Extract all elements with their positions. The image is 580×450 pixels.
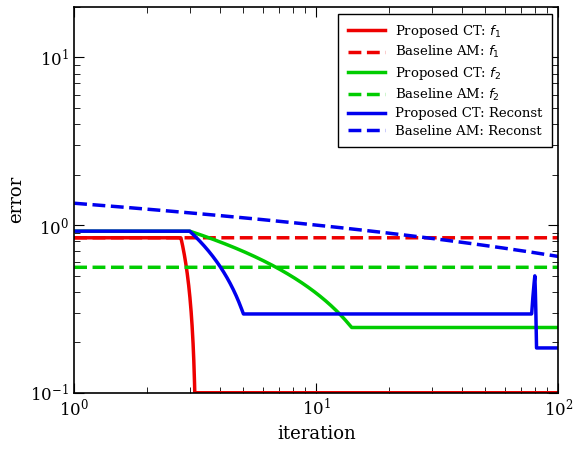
Proposed CT: $f_1$: (3.16, 0.1): $f_1$: (3.16, 0.1) [191,390,198,396]
Proposed CT: Reconst: (81.3, 0.185): Reconst: (81.3, 0.185) [533,345,540,351]
Line: Proposed CT: $f_2$: Proposed CT: $f_2$ [74,231,559,328]
Proposed CT: $f_1$: (1, 0.84): $f_1$: (1, 0.84) [71,235,78,240]
Proposed CT: $f_1$: (1.26, 0.84): $f_1$: (1.26, 0.84) [95,235,102,240]
Baseline AM: $f_1$: (9.39, 0.84): $f_1$: (9.39, 0.84) [306,235,313,240]
Baseline AM: $f_1$: (87.5, 0.84): $f_1$: (87.5, 0.84) [541,235,548,240]
Line: Proposed CT: Reconst: Proposed CT: Reconst [74,231,559,348]
Line: Baseline AM: Reconst: Baseline AM: Reconst [74,203,559,256]
Baseline AM: $f_2$: (9.39, 0.56): $f_2$: (9.39, 0.56) [306,265,313,270]
Proposed CT: $f_2$: (87.7, 0.245): $f_2$: (87.7, 0.245) [541,325,548,330]
Baseline AM: Reconst: (1, 1.35): Reconst: (1, 1.35) [71,201,78,206]
Baseline AM: $f_2$: (87.3, 0.56): $f_2$: (87.3, 0.56) [541,265,548,270]
Proposed CT: Reconst: (100, 0.185): Reconst: (100, 0.185) [555,345,562,351]
Baseline AM: Reconst: (100, 0.65): Reconst: (100, 0.65) [555,254,562,259]
Baseline AM: $f_1$: (100, 0.84): $f_1$: (100, 0.84) [555,235,562,240]
Proposed CT: $f_1$: (87.7, 0.1): $f_1$: (87.7, 0.1) [541,390,548,396]
Baseline AM: Reconst: (9.39, 1.01): Reconst: (9.39, 1.01) [306,222,313,227]
Proposed CT: $f_2$: (87.5, 0.245): $f_2$: (87.5, 0.245) [541,325,548,330]
Proposed CT: Reconst: (9.39, 0.295): Reconst: (9.39, 0.295) [306,311,313,317]
X-axis label: iteration: iteration [277,425,356,443]
Baseline AM: $f_1$: (87.3, 0.84): $f_1$: (87.3, 0.84) [541,235,548,240]
Baseline AM: $f_2$: (37.6, 0.56): $f_2$: (37.6, 0.56) [452,265,459,270]
Proposed CT: $f_2$: (37.7, 0.245): $f_2$: (37.7, 0.245) [452,325,459,330]
Proposed CT: Reconst: (1.26, 0.92): Reconst: (1.26, 0.92) [95,229,102,234]
Baseline AM: $f_1$: (1.26, 0.84): $f_1$: (1.26, 0.84) [95,235,102,240]
Baseline AM: Reconst: (87.5, 0.67): Reconst: (87.5, 0.67) [541,252,548,257]
Proposed CT: Reconst: (87.7, 0.185): Reconst: (87.7, 0.185) [541,345,548,351]
Y-axis label: error: error [7,176,25,224]
Baseline AM: Reconst: (8.31, 1.03): Reconst: (8.31, 1.03) [293,220,300,226]
Legend: Proposed CT: $f_1$, Baseline AM: $f_1$, Proposed CT: $f_2$, Baseline AM: $f_2$, : Proposed CT: $f_1$, Baseline AM: $f_1$, … [338,14,552,147]
Proposed CT: $f_2$: (8.31, 0.474): $f_2$: (8.31, 0.474) [293,277,300,282]
Baseline AM: $f_2$: (87.5, 0.56): $f_2$: (87.5, 0.56) [541,265,548,270]
Proposed CT: $f_1$: (9.41, 0.1): $f_1$: (9.41, 0.1) [306,390,313,396]
Baseline AM: Reconst: (1.26, 1.31): Reconst: (1.26, 1.31) [95,202,102,208]
Proposed CT: $f_1$: (100, 0.1): $f_1$: (100, 0.1) [555,390,562,396]
Proposed CT: $f_2$: (1, 0.92): $f_2$: (1, 0.92) [71,229,78,234]
Baseline AM: Reconst: (37.6, 0.799): Reconst: (37.6, 0.799) [452,239,459,244]
Baseline AM: Reconst: (87.3, 0.671): Reconst: (87.3, 0.671) [541,252,548,257]
Proposed CT: Reconst: (8.31, 0.295): Reconst: (8.31, 0.295) [293,311,300,317]
Baseline AM: $f_2$: (1.26, 0.56): $f_2$: (1.26, 0.56) [95,265,102,270]
Proposed CT: Reconst: (87.5, 0.185): Reconst: (87.5, 0.185) [541,345,548,351]
Proposed CT: $f_1$: (37.7, 0.1): $f_1$: (37.7, 0.1) [452,390,459,396]
Proposed CT: $f_2$: (1.26, 0.92): $f_2$: (1.26, 0.92) [95,229,102,234]
Proposed CT: $f_1$: (8.33, 0.1): $f_1$: (8.33, 0.1) [293,390,300,396]
Line: Proposed CT: $f_1$: Proposed CT: $f_1$ [74,238,559,393]
Proposed CT: $f_1$: (87.5, 0.1): $f_1$: (87.5, 0.1) [541,390,548,396]
Baseline AM: $f_2$: (8.31, 0.56): $f_2$: (8.31, 0.56) [293,265,300,270]
Baseline AM: $f_2$: (100, 0.56): $f_2$: (100, 0.56) [555,265,562,270]
Proposed CT: $f_2$: (9.39, 0.42): $f_2$: (9.39, 0.42) [306,285,313,291]
Proposed CT: Reconst: (1, 0.92): Reconst: (1, 0.92) [71,229,78,234]
Proposed CT: Reconst: (37.6, 0.295): Reconst: (37.6, 0.295) [452,311,459,317]
Proposed CT: $f_2$: (100, 0.245): $f_2$: (100, 0.245) [555,325,562,330]
Baseline AM: $f_1$: (8.31, 0.84): $f_1$: (8.31, 0.84) [293,235,300,240]
Baseline AM: $f_2$: (1, 0.56): $f_2$: (1, 0.56) [71,265,78,270]
Baseline AM: $f_1$: (1, 0.84): $f_1$: (1, 0.84) [71,235,78,240]
Proposed CT: $f_2$: (14, 0.245): $f_2$: (14, 0.245) [348,325,355,330]
Baseline AM: $f_1$: (37.6, 0.84): $f_1$: (37.6, 0.84) [452,235,459,240]
